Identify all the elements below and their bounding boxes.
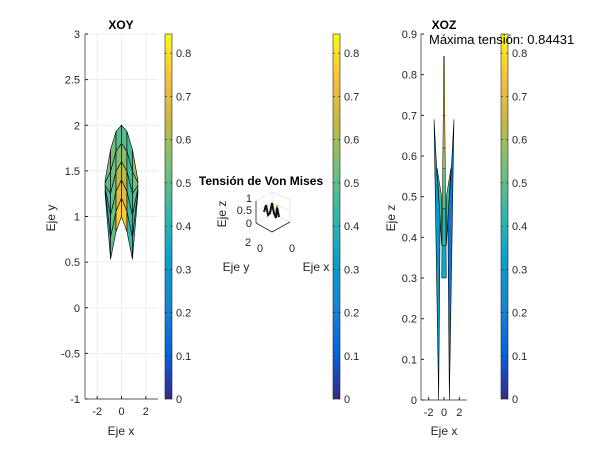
surface-patch	[442, 56, 446, 116]
colorbar-tick-label: 0.3	[512, 264, 527, 276]
y-tick-label: 2.5	[65, 75, 80, 87]
x-tick-label: 0	[289, 243, 295, 255]
surface-patch	[442, 147, 446, 169]
x-axis-label: Eje x	[108, 424, 135, 438]
colorbar-tick-label: 0.6	[176, 135, 191, 147]
colorbar	[500, 33, 509, 400]
y-tick-label: 3	[74, 29, 80, 41]
x-tick-label: 2	[456, 407, 462, 419]
surface-patch	[442, 167, 446, 210]
grid-line	[255, 202, 273, 212]
colorbar-tick-label: 0.5	[512, 178, 527, 190]
colorbar	[332, 33, 341, 400]
x-axis-label: Eje x	[431, 424, 458, 438]
y-axis-label: Eje y	[44, 205, 58, 232]
colorbar-tick-label: 0	[512, 394, 518, 406]
colorbar-tick-label: 0.7	[512, 91, 527, 103]
y-tick-label: 0.7	[402, 110, 417, 122]
colorbar-tick-label: 0.6	[512, 135, 527, 147]
colorbar-tick-label: 0.4	[344, 221, 359, 233]
x-tick-label: -2	[92, 406, 102, 418]
colorbar-tick-label: 0.1	[176, 351, 191, 363]
colorbar-tick-label: 0	[176, 394, 182, 406]
surface-patch	[436, 168, 442, 246]
colorbar-tick-label: 0.2	[176, 308, 191, 320]
chart-title: XOZ	[432, 18, 457, 32]
surface	[263, 202, 280, 219]
y-tick-label: 2	[245, 237, 251, 249]
y-tick-label: 0.5	[65, 257, 80, 269]
colorbar-tick-label: 0.5	[344, 178, 359, 190]
colorbar-tick-label: 0.1	[344, 351, 359, 363]
y-tick-label: 0	[257, 243, 263, 255]
colorbar-tick-label: 0.4	[176, 221, 191, 233]
z-tick-label: 0	[246, 218, 252, 230]
colorbar-tick-label: 0.8	[344, 48, 359, 60]
y-axis-label: Eje y	[223, 260, 250, 274]
surface-patch	[132, 191, 139, 260]
colorbar-tick-label: 0.5	[176, 178, 191, 190]
colorbar-tick-label: 0	[344, 394, 350, 406]
surface-patch	[441, 208, 447, 246]
y-tick-label: 0.4	[402, 232, 417, 244]
z-tick-label: 1	[246, 193, 252, 205]
chart-title: XOY	[108, 18, 133, 32]
x-axis-label: Eje x	[303, 260, 330, 274]
x-tick-label: 2	[143, 406, 149, 418]
x-tick-label: -2	[424, 407, 434, 419]
colorbar-tick-label: 0.3	[176, 264, 191, 276]
colorbar-tick-label: 0.3	[344, 264, 359, 276]
y-tick-label: 0	[411, 395, 417, 407]
y-tick-label: 0.3	[402, 273, 417, 285]
surface-patch	[447, 119, 455, 401]
surface-patch	[446, 168, 452, 246]
y-tick-label: 0.5	[402, 192, 417, 204]
colorbar-tick-label: 0.6	[344, 135, 359, 147]
max-tension-annotation: Máxima tensión: 0.84431	[429, 32, 574, 47]
chart-title: Tensión de Von Mises	[199, 174, 324, 188]
colorbar-tick-label: 0.8	[512, 48, 527, 60]
surface-peak	[275, 204, 279, 208]
y-tick-label: -0.5	[61, 348, 80, 360]
y-tick-label: 1	[74, 212, 80, 224]
y-tick-label: 0	[74, 303, 80, 315]
colorbar-tick-label: 0.2	[344, 308, 359, 320]
y-tick-label: 2	[74, 120, 80, 132]
colorbar	[164, 33, 173, 400]
surface-patch	[433, 119, 441, 401]
x-tick-label: 0	[441, 407, 447, 419]
z-tick-label: 0.5	[237, 205, 252, 217]
colorbar-tick-label: 0.2	[512, 308, 527, 320]
colorbar-tick-label: 0.1	[512, 351, 527, 363]
y-tick-label: 1.5	[65, 166, 80, 178]
y-tick-label: 0.9	[402, 29, 417, 41]
y-tick-label: 0.2	[402, 314, 417, 326]
surface-patch	[441, 245, 447, 279]
colorbar-tick-label: 0.7	[344, 91, 359, 103]
colorbar-tick-label: 0.8	[176, 48, 191, 60]
z-axis-label: Eje z	[215, 201, 229, 228]
y-tick-label: 0.6	[402, 151, 417, 163]
y-tick-label: 0.8	[402, 70, 417, 82]
surface-patch	[442, 115, 446, 149]
y-axis-label: Eje z	[384, 205, 398, 232]
grid-line	[271, 202, 291, 212]
colorbar-tick-label: 0.4	[512, 221, 527, 233]
y-tick-label: 0.1	[402, 354, 417, 366]
x-tick-label: 0	[118, 406, 124, 418]
base-axes	[255, 221, 291, 233]
colorbar-tick-label: 0.7	[176, 91, 191, 103]
y-tick-label: -1	[70, 394, 80, 406]
